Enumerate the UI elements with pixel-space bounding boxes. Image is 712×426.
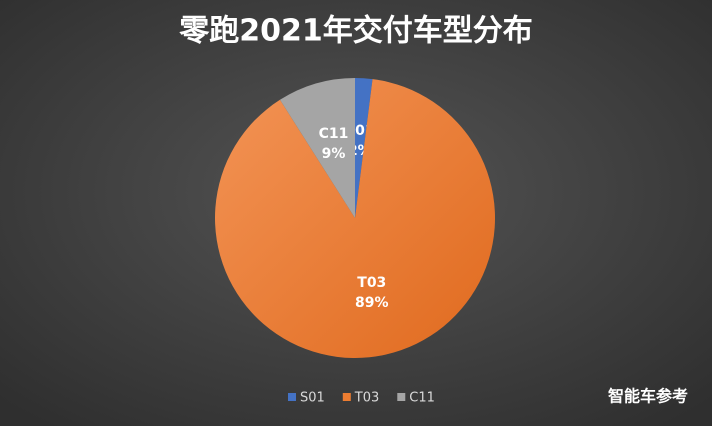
slice-value-label: 89%: [355, 295, 389, 311]
pie-slice: [215, 79, 495, 358]
legend-swatch: [397, 393, 406, 401]
legend-swatch: [342, 393, 351, 401]
slice-category-label: T03: [357, 275, 386, 291]
slice-value-label: 9%: [322, 146, 346, 162]
slice-category-label: C11: [319, 126, 349, 142]
legend-label: T03: [354, 391, 379, 406]
legend-swatch: [288, 393, 296, 401]
pie-slice: [355, 78, 373, 218]
chart-title: 零跑2021年交付车型分布: [179, 14, 533, 49]
pie-slice: [279, 78, 355, 218]
legend-label: S01: [300, 391, 325, 406]
watermark: 智能车参考: [608, 387, 688, 406]
legend-label: C11: [409, 391, 435, 406]
